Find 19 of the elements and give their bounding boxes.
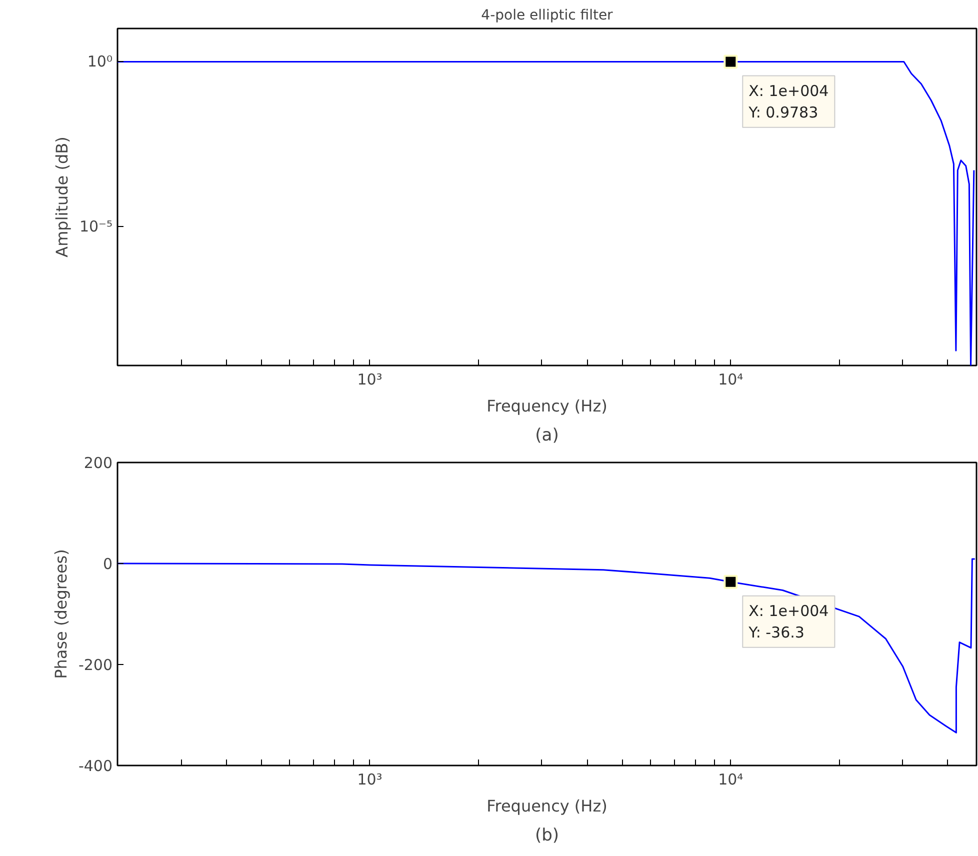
y-tick-label: 10⁰ — [87, 52, 113, 70]
y-tick-label: 200 — [84, 454, 113, 472]
x-tick-label: 10⁴ — [718, 370, 744, 388]
annotation: X: 1e+004 Y: -36.3 — [748, 602, 829, 642]
y-tick-label: 0 — [102, 555, 113, 573]
text: (a) — [535, 426, 559, 446]
x-axis-title: Frequency (Hz) — [486, 796, 608, 816]
y-tick-label: -400 — [78, 757, 113, 775]
y-tick-label: 10⁻⁵ — [79, 217, 113, 236]
y-tick-label: -200 — [78, 656, 113, 674]
x-tick-label: 10³ — [357, 370, 382, 388]
text: (b) — [534, 826, 560, 846]
annotation: X: 1e+004 Y: 0.9783 — [748, 82, 829, 122]
chart-title: 4-pole elliptic filter — [481, 8, 614, 24]
y-axis-title: Phase (degrees) — [51, 549, 70, 679]
x-tick-label: 10³ — [357, 770, 382, 788]
x-axis-title: Frequency (Hz) — [486, 396, 608, 416]
y-axis-title: Amplitude (dB) — [52, 136, 72, 258]
x-tick-label: 10⁴ — [718, 770, 744, 788]
